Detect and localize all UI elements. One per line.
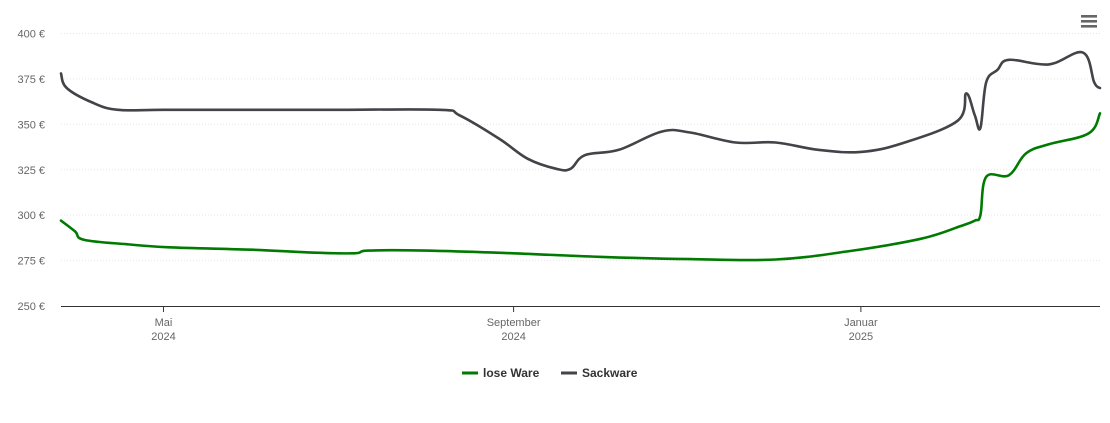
x-tick-month: September xyxy=(487,317,541,329)
legend-label: Sackware xyxy=(582,366,638,380)
series-line-sackware[interactable] xyxy=(59,50,1102,172)
y-tick-label: 375 € xyxy=(17,74,45,86)
legend-item-sackware[interactable]: Sackware xyxy=(561,366,638,380)
grid-lines xyxy=(61,33,1100,262)
series-lines xyxy=(59,50,1102,262)
legend-item-lose-ware[interactable]: lose Ware xyxy=(462,366,540,380)
y-axis-labels: 250 € 275 € 300 € 325 € 350 € 375 € 400 € xyxy=(17,29,45,314)
series-line-lose-ware[interactable] xyxy=(59,112,1102,262)
x-tick-month: Mai xyxy=(155,317,173,329)
x-tick-year: 2024 xyxy=(151,331,175,343)
y-tick-label: 300 € xyxy=(17,210,45,222)
x-axis-labels: Mai 2024 September 2024 Januar 2025 xyxy=(151,306,878,343)
hamburger-menu-icon[interactable] xyxy=(1076,10,1102,32)
y-tick-label: 250 € xyxy=(17,301,45,313)
legend-label: lose Ware xyxy=(483,366,540,380)
y-tick-label: 350 € xyxy=(17,119,45,131)
y-tick-label: 325 € xyxy=(17,165,45,177)
legend: lose Ware Sackware xyxy=(462,366,638,380)
y-tick-label: 275 € xyxy=(17,256,45,268)
x-tick-month: Januar xyxy=(844,317,878,329)
y-tick-label: 400 € xyxy=(17,29,45,41)
x-tick-year: 2025 xyxy=(849,331,873,343)
x-tick-year: 2024 xyxy=(501,331,525,343)
